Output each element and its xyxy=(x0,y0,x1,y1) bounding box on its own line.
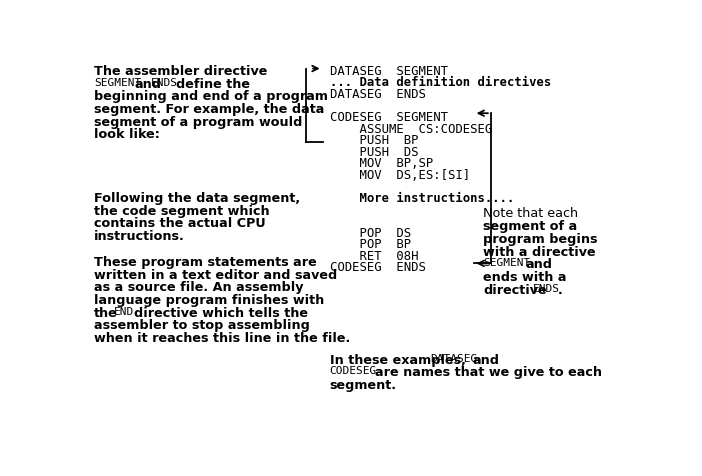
Text: PUSH  DS: PUSH DS xyxy=(329,146,418,159)
Text: beginning and end of a program: beginning and end of a program xyxy=(94,90,328,103)
Text: written in a text editor and saved: written in a text editor and saved xyxy=(94,268,337,281)
Text: instructions.: instructions. xyxy=(94,229,185,243)
Text: directive: directive xyxy=(483,283,547,296)
Text: MOV  DS,ES:[SI]: MOV DS,ES:[SI] xyxy=(329,169,470,181)
Text: More instructions....: More instructions.... xyxy=(329,191,514,205)
Text: contains the actual CPU: contains the actual CPU xyxy=(94,217,265,230)
Text: ... Data definition directives: ... Data definition directives xyxy=(329,76,551,89)
Text: when it reaches this line in the file.: when it reaches this line in the file. xyxy=(94,331,350,345)
Text: .: . xyxy=(558,283,563,296)
Text: look like:: look like: xyxy=(94,128,160,141)
Text: segment. For example, the data: segment. For example, the data xyxy=(94,103,324,116)
Text: language program finishes with: language program finishes with xyxy=(94,293,324,307)
Text: The assembler directive: The assembler directive xyxy=(94,65,267,78)
Text: DATASEG  SEGMENT: DATASEG SEGMENT xyxy=(329,65,448,78)
Text: These program statements are: These program statements are xyxy=(94,255,317,268)
Text: CODESEG: CODESEG xyxy=(329,366,377,376)
Text: Following the data segment,: Following the data segment, xyxy=(94,191,300,205)
Text: POP  DS: POP DS xyxy=(329,226,411,239)
Text: PUSH  BP: PUSH BP xyxy=(329,134,418,147)
Text: MOV  BP,SP: MOV BP,SP xyxy=(329,157,433,170)
Text: DATASEG: DATASEG xyxy=(430,353,477,363)
Text: directive which tells the: directive which tells the xyxy=(134,306,308,319)
Text: DATASEG  ENDS: DATASEG ENDS xyxy=(329,88,425,101)
Text: and: and xyxy=(473,353,500,366)
Text: ENDS: ENDS xyxy=(534,283,560,293)
Text: segment of a: segment of a xyxy=(483,219,577,233)
Text: END: END xyxy=(114,306,134,316)
Text: with a directive: with a directive xyxy=(483,245,595,258)
Text: SEGMENT: SEGMENT xyxy=(483,258,530,268)
Text: define the: define the xyxy=(176,78,250,90)
Text: and: and xyxy=(526,258,552,271)
Text: ASSUME  CS:CODESEG: ASSUME CS:CODESEG xyxy=(329,122,492,135)
Text: POP  BP: POP BP xyxy=(329,238,411,251)
Text: are names that we give to each: are names that we give to each xyxy=(374,366,602,378)
Text: the code segment which: the code segment which xyxy=(94,204,270,217)
Text: as a source file. An assembly: as a source file. An assembly xyxy=(94,281,303,294)
Text: ends with a: ends with a xyxy=(483,270,567,283)
Text: CODESEG  SEGMENT: CODESEG SEGMENT xyxy=(329,111,448,124)
Text: the: the xyxy=(94,306,118,319)
Text: RET  08H: RET 08H xyxy=(329,249,418,262)
Text: ENDS: ENDS xyxy=(152,78,178,88)
Text: SEGMENT: SEGMENT xyxy=(94,78,141,88)
Text: Note that each: Note that each xyxy=(483,207,578,220)
Text: program begins: program begins xyxy=(483,232,597,245)
Text: segment.: segment. xyxy=(329,378,397,391)
Text: assembler to stop assembling: assembler to stop assembling xyxy=(94,319,310,332)
Text: CODESEG  ENDS: CODESEG ENDS xyxy=(329,261,425,274)
Text: and: and xyxy=(134,78,161,90)
Text: In these examples,: In these examples, xyxy=(329,353,465,366)
Text: segment of a program would: segment of a program would xyxy=(94,116,303,129)
